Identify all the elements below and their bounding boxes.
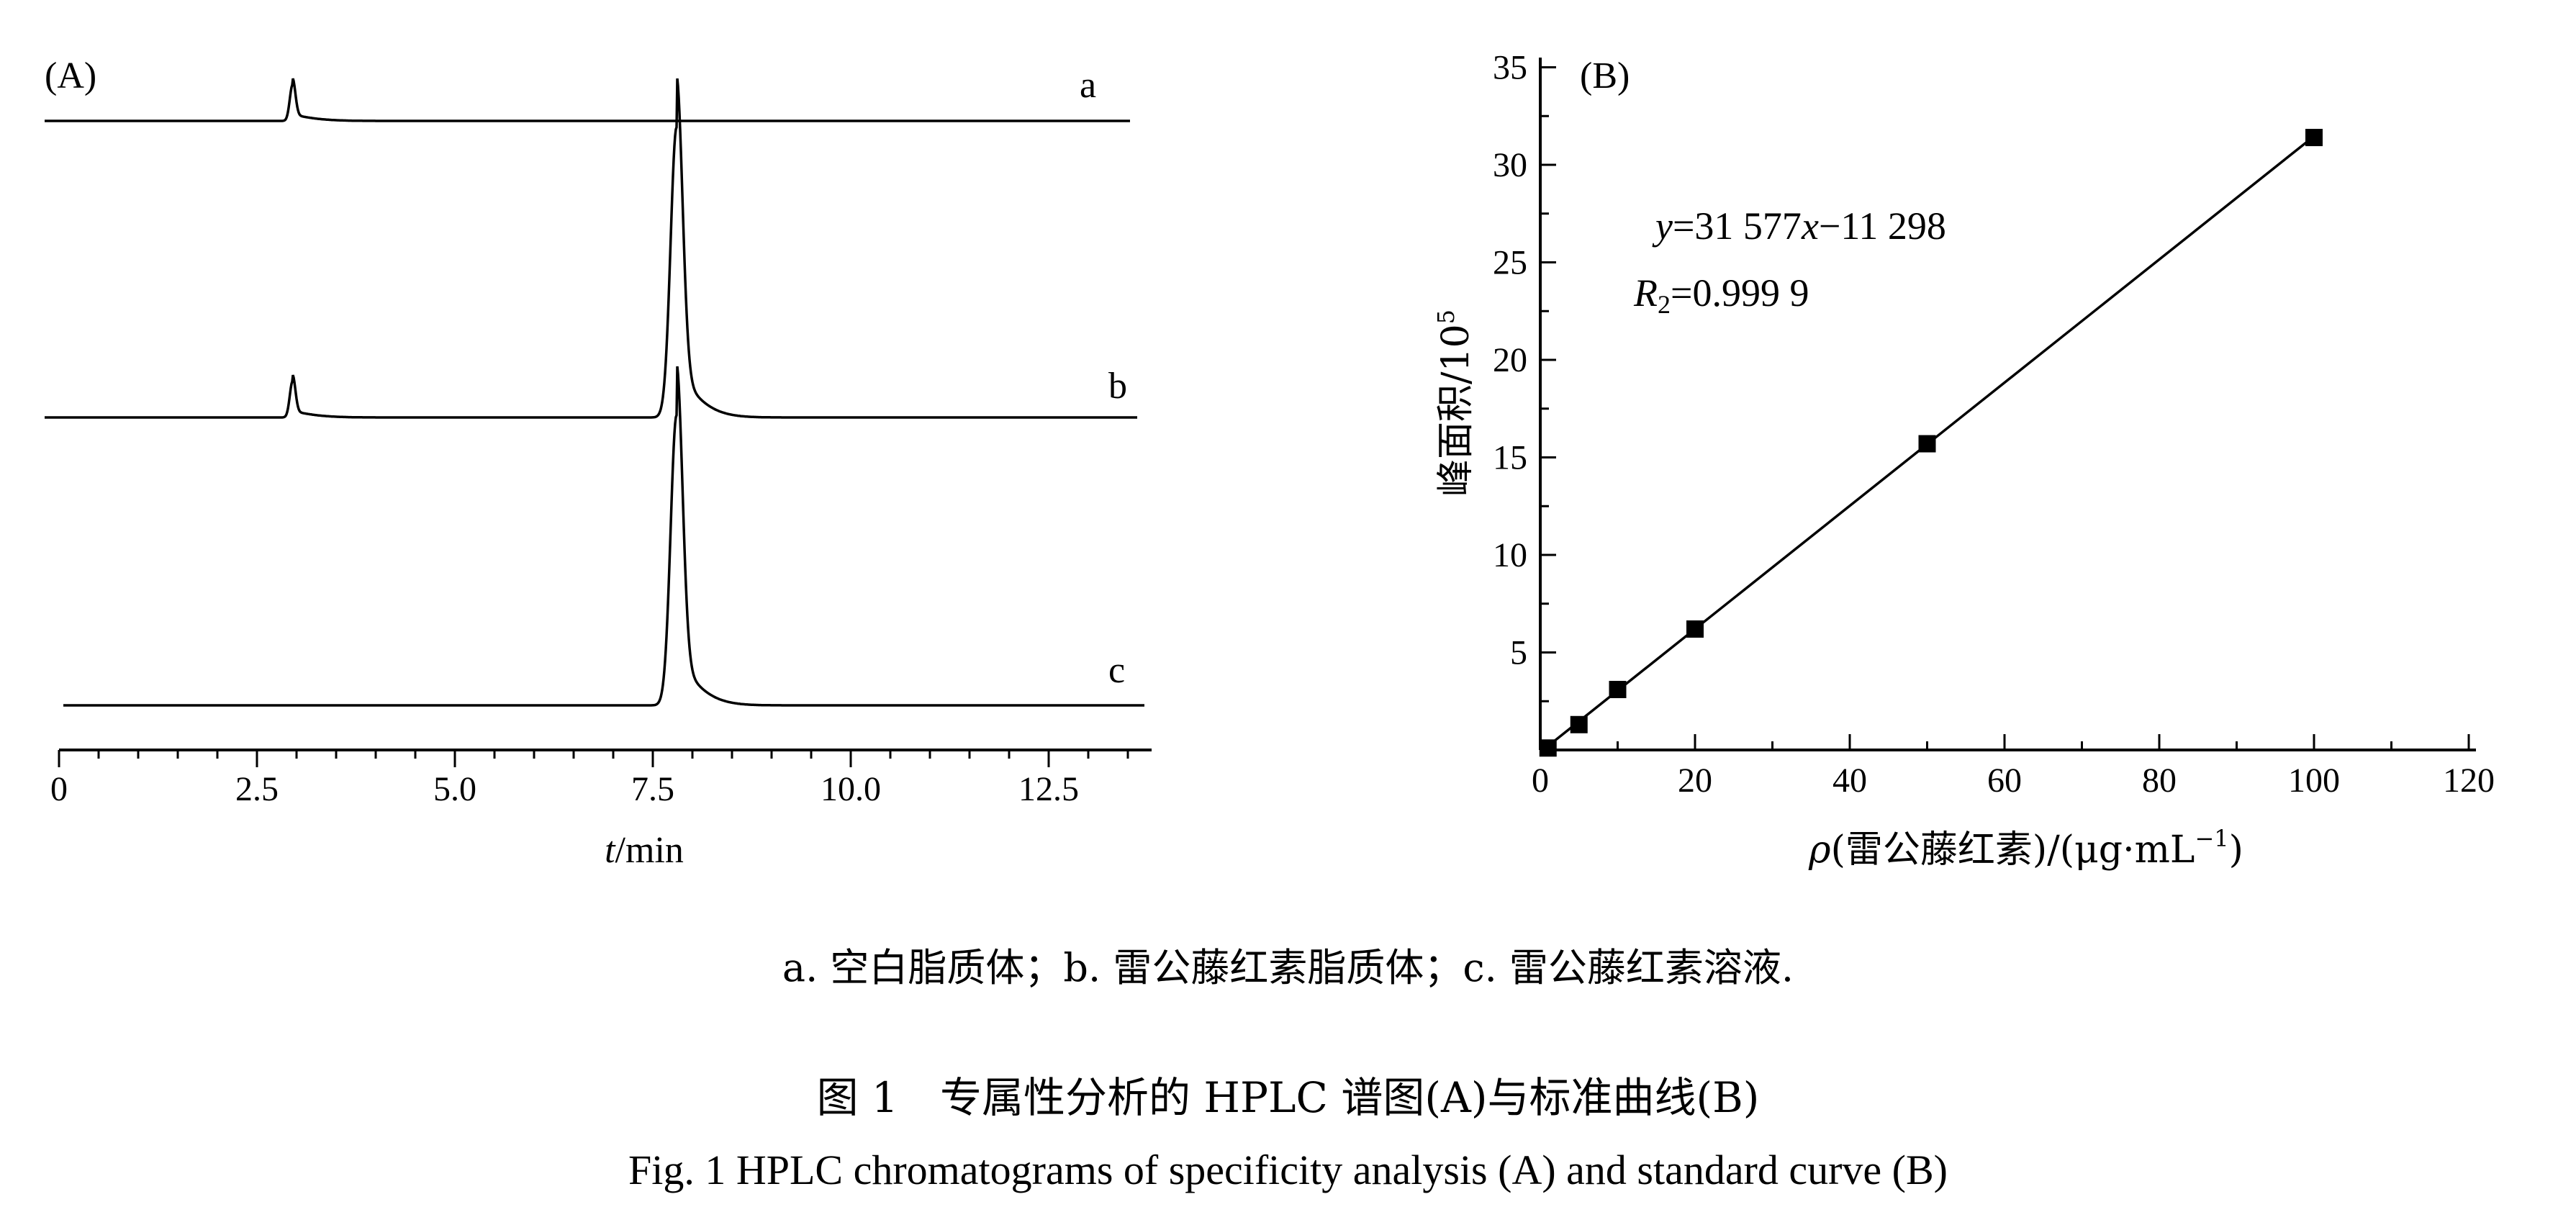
- x-tick-label: 5.0: [433, 770, 476, 808]
- panel-b-label: (B): [1580, 55, 1630, 96]
- y-axis-title-b: 峰面积/105: [1432, 309, 1478, 497]
- eq-slope: =31 577: [1673, 204, 1802, 248]
- x-tick-label: 0: [1532, 761, 1549, 800]
- r-subscript: 2: [1658, 290, 1671, 319]
- x-tick-label: 10.0: [821, 770, 881, 808]
- y-tick-labels-b: 5 10 15 20 25 30 35: [1493, 49, 1527, 672]
- data-point: [1609, 680, 1627, 698]
- x-tick-label: 100: [2288, 761, 2340, 800]
- x-tick-labels-b: 0 20 40 60 80 100 120: [1532, 761, 2495, 800]
- x-axis-title-sup: −1: [2195, 825, 2228, 852]
- data-point: [1570, 715, 1588, 733]
- y-axis-title-exp: 5: [1432, 309, 1460, 324]
- data-point: [1539, 739, 1557, 757]
- y-axis-title-text: 峰面积/10: [1434, 324, 1478, 497]
- figure-caption-en: Fig. 1 HPLC chromatograms of specificity…: [628, 1147, 1948, 1193]
- panel-b: 0 20 40 60 80 100 120 5 10 15 20 25 30 3…: [1432, 49, 2495, 872]
- figure-caption-zh: 图 1 专属性分析的 HPLC 谱图(A)与标准曲线(B): [816, 1073, 1760, 1122]
- y-tick-label: 20: [1493, 341, 1527, 379]
- x-tick-label: 2.5: [235, 770, 279, 808]
- y-tick-label: 10: [1493, 536, 1527, 574]
- chromatogram-a: [45, 78, 1130, 122]
- data-point: [2305, 129, 2323, 147]
- axis-ticks-b: [1539, 66, 2470, 751]
- x-tick-label: 7.5: [631, 770, 674, 808]
- data-point: [1686, 620, 1704, 638]
- x-ticks-a: [58, 750, 1129, 767]
- x-axis-title-rho: ρ: [1808, 828, 1831, 872]
- eq-y: y: [1652, 204, 1673, 248]
- y-tick-label: 35: [1493, 49, 1527, 87]
- panel-a: (A) a b c 0 2.5 5.0 7.5 10.0 12.5 t/min: [45, 55, 1152, 871]
- y-tick-label: 5: [1510, 634, 1527, 672]
- eq-x: x: [1801, 204, 1819, 248]
- r-value: =0.999 9: [1671, 271, 1809, 315]
- r-squared: R2=0.999 9: [1633, 271, 1809, 319]
- data-points: [1539, 129, 2323, 757]
- chromatogram-c: [63, 366, 1144, 707]
- x-tick-label: 0: [50, 770, 68, 808]
- y-tick-label: 25: [1493, 244, 1527, 282]
- eq-intercept: −11 298: [1819, 204, 1946, 248]
- x-axis-title-unit: /min: [615, 830, 684, 871]
- x-tick-labels-a: 0 2.5 5.0 7.5 10.0 12.5: [50, 770, 1079, 808]
- x-axis-title-b: ρ(雷公藤红素)/(μg·mL−1): [1808, 825, 2243, 872]
- legend-caption: a. 空白脂质体；b. 雷公藤红素脂质体；c. 雷公藤红素溶液.: [782, 945, 1794, 990]
- x-axis-title-main: (雷公藤红素)/(μg·mL: [1831, 828, 2195, 872]
- x-tick-label: 12.5: [1018, 770, 1079, 808]
- y-tick-label: 30: [1493, 146, 1527, 184]
- chromatogram-b: [45, 78, 1137, 419]
- r-letter: R: [1633, 271, 1658, 315]
- y-tick-label: 15: [1493, 439, 1527, 477]
- x-axis-title-close: ): [2229, 828, 2243, 872]
- panel-a-label: (A): [45, 55, 96, 96]
- trace-label-a: a: [1080, 65, 1096, 106]
- trace-label-b: b: [1108, 366, 1127, 407]
- x-tick-label: 40: [1832, 761, 1867, 800]
- figure-canvas: (A) a b c 0 2.5 5.0 7.5 10.0 12.5 t/min …: [45, 49, 2495, 872]
- data-point: [1918, 435, 1936, 453]
- x-axis-title-a: t/min: [605, 830, 684, 871]
- x-tick-label: 80: [2142, 761, 2177, 800]
- x-axis-title-italic: t: [605, 830, 616, 871]
- trace-label-c: c: [1108, 650, 1125, 691]
- x-tick-label: 60: [1987, 761, 2022, 800]
- x-tick-label: 120: [2443, 761, 2495, 800]
- x-tick-label: 20: [1678, 761, 1712, 800]
- regression-equation: y=31 577x−11 298: [1652, 204, 1946, 248]
